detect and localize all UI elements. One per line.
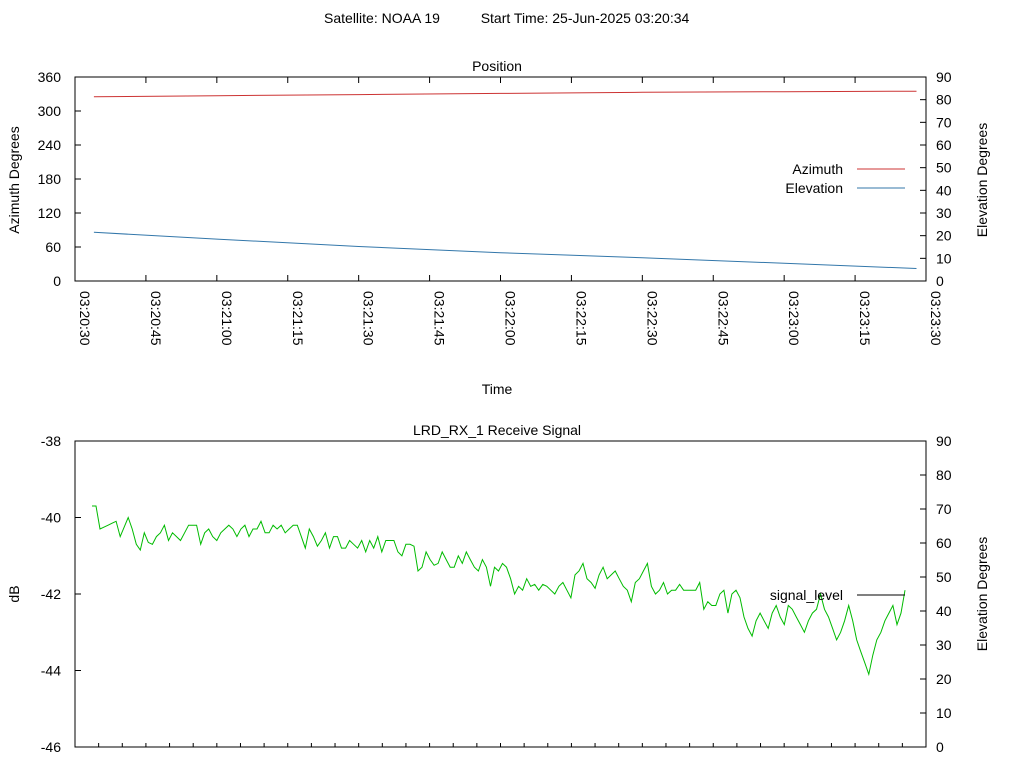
position-y2tick-label: 60	[936, 137, 952, 153]
satellite-label: Satellite: NOAA 19	[324, 10, 440, 26]
signal-y2tick-label: 40	[936, 603, 952, 619]
position-y2tick-label: 0	[936, 273, 944, 289]
position-xtick-label: 03:20:45	[148, 291, 164, 346]
position-y2tick-label: 80	[936, 92, 952, 108]
position-y2tick-label: 40	[936, 182, 952, 198]
position-xtick-label: 03:22:30	[644, 291, 660, 346]
azimuth-series-line	[93, 90, 917, 98]
position-xtick-label: 03:23:15	[857, 291, 873, 346]
signal-y2tick-label: 50	[936, 569, 952, 585]
position-ytick-label: 360	[38, 69, 62, 85]
legend-azimuth-label: Azimuth	[792, 161, 843, 177]
position-y2tick-label: 70	[936, 114, 952, 130]
position-plot-frame	[74, 76, 927, 282]
position-xtick-label: 03:22:15	[573, 291, 589, 346]
position-ytick-label: 240	[38, 137, 62, 153]
position-xlabel: Time	[482, 381, 513, 397]
legend-elevation-label: Elevation	[785, 180, 843, 196]
position-ytick-label: 0	[53, 273, 61, 289]
signal-ytick-label: -38	[41, 433, 61, 449]
position-ytick-label: 180	[38, 171, 62, 187]
signal-y2tick-label: 70	[936, 501, 952, 517]
signal-y2tick-label: 10	[936, 705, 952, 721]
signal-chart-title: LRD_RX_1 Receive Signal	[413, 422, 581, 438]
position-y2tick-label: 50	[936, 160, 952, 176]
position-ylabel: Azimuth Degrees	[6, 126, 22, 233]
signal-y2label: Elevation Degrees	[974, 537, 990, 651]
position-xtick-label: 03:21:45	[432, 291, 448, 346]
position-y2tick-label: 90	[936, 69, 952, 85]
position-y2tick-label: 30	[936, 205, 952, 221]
position-chart: Position 0 60 120 180 240 300 360 0 10 20 30 40 50 6…	[6, 58, 990, 397]
position-ytick-label: 60	[45, 239, 61, 255]
signal-y2tick-label: 80	[936, 467, 952, 483]
position-xtick-label: 03:23:30	[928, 291, 944, 346]
position-xtick-label: 03:21:00	[219, 291, 235, 346]
signal-chart: LRD_RX_1 Receive Signal -46-44-42-40-38 …	[6, 422, 990, 755]
position-chart-title: Position	[472, 58, 522, 74]
signal-level-series-line	[92, 505, 906, 677]
signal-ytick-label: -40	[41, 510, 61, 526]
signal-y2tick-label: 30	[936, 637, 952, 653]
signal-y2tick-label: 0	[936, 739, 944, 755]
signal-ytick-label: -42	[41, 586, 61, 602]
signal-ytick-label: -44	[41, 663, 61, 679]
position-xtick-label: 03:22:45	[715, 291, 731, 346]
position-ytick-label: 300	[38, 103, 62, 119]
signal-y2tick-label: 20	[936, 671, 952, 687]
position-xtick-label: 03:23:00	[786, 291, 802, 346]
signal-y2tick-label: 60	[936, 535, 952, 551]
position-y2tick-label: 10	[936, 250, 952, 266]
signal-legend: signal_level	[770, 587, 905, 603]
position-xtick-label: 03:21:30	[361, 291, 377, 346]
signal-ytick-label: -46	[41, 739, 61, 755]
position-y2label: Elevation Degrees	[974, 123, 990, 237]
position-ytick-label: 120	[38, 205, 62, 221]
position-xtick-label: 03:21:15	[290, 291, 306, 346]
position-y2tick-label: 20	[936, 228, 952, 244]
signal-ylabel: dB	[6, 585, 22, 602]
signal-y2tick-label: 90	[936, 433, 952, 449]
position-legend: Azimuth Elevation	[785, 161, 905, 196]
position-xtick-label: 03:20:30	[77, 291, 93, 346]
elevation-series-line	[93, 231, 917, 269]
legend-signal-label: signal_level	[770, 587, 843, 603]
position-xtick-label: 03:22:00	[503, 291, 519, 346]
start-time-label: Start Time: 25-Jun-2025 03:20:34	[481, 10, 690, 26]
